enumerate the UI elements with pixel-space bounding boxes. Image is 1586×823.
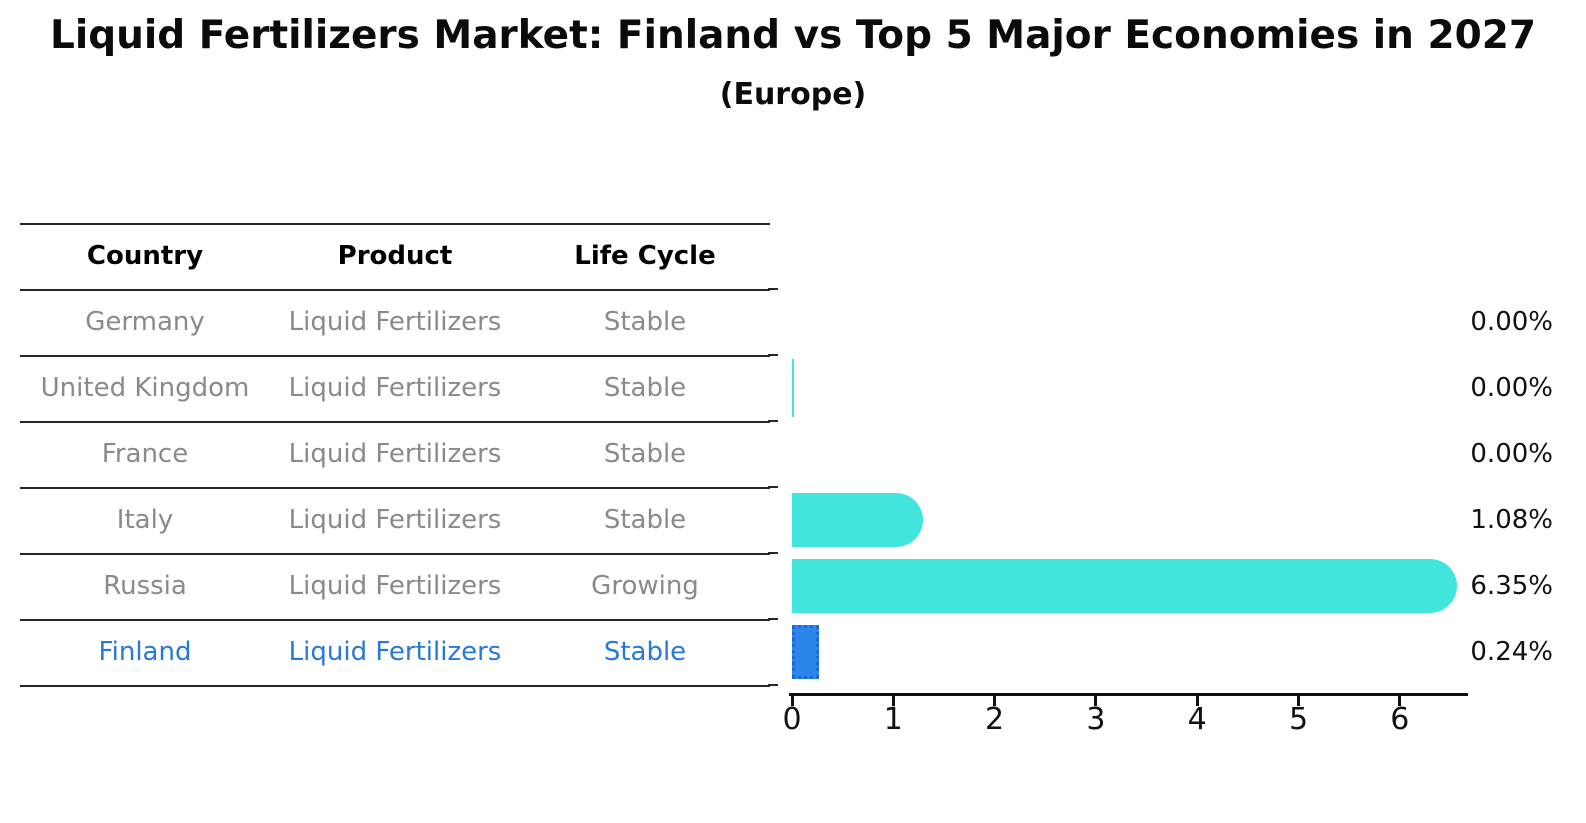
table-rule (20, 421, 770, 423)
bar-italy (792, 493, 923, 547)
table-rule (20, 289, 770, 291)
table-rule (20, 553, 770, 555)
x-axis-tick-label: 0 (782, 702, 802, 737)
table-cell-life_cycle: Stable (603, 307, 687, 337)
x-axis-tick (891, 695, 895, 706)
x-axis-tick-label: 3 (1086, 702, 1106, 737)
value-label-united-kingdom: 0.00% (1470, 373, 1553, 403)
table-cell-product: Liquid Fertilizers (288, 373, 502, 403)
x-axis-tick-label: 4 (1187, 702, 1207, 737)
x-axis-tick (1297, 695, 1300, 706)
y-axis-minor-tick (768, 354, 778, 356)
table-rule (20, 685, 770, 687)
x-axis-tick (993, 695, 997, 706)
table-cell-product: Liquid Fertilizers (288, 505, 502, 535)
table-rule (20, 355, 770, 357)
table-cell-country: Italy (116, 505, 174, 535)
table-rule (20, 619, 770, 621)
table-cell-life_cycle: Stable (603, 373, 687, 403)
chart-subtitle: (Europe) (719, 77, 867, 112)
table-header-country: Country (86, 241, 204, 271)
x-axis-tick (1195, 695, 1199, 706)
table-header-product: Product (337, 241, 453, 271)
table-cell-country: Finland (98, 637, 192, 667)
table-header-life-cycle: Life Cycle (574, 241, 716, 271)
y-axis-minor-tick (768, 288, 778, 290)
value-label-italy: 1.08% (1470, 505, 1553, 535)
value-label-finland: 0.24% (1470, 637, 1553, 667)
table-cell-life_cycle: Stable (603, 439, 687, 469)
x-axis-tick-label: 2 (985, 702, 1005, 737)
table-cell-country: United Kingdom (40, 373, 250, 403)
value-label-russia: 6.35% (1470, 571, 1553, 601)
table-cell-life_cycle: Stable (603, 637, 687, 667)
y-axis-minor-tick (768, 420, 778, 422)
table-cell-product: Liquid Fertilizers (288, 439, 502, 469)
table-rule (20, 223, 770, 225)
table-cell-country: Russia (103, 571, 187, 601)
x-axis-tick (790, 695, 794, 706)
y-axis-minor-tick (768, 618, 778, 620)
y-axis-minor-tick (768, 684, 778, 686)
table-cell-life_cycle: Stable (603, 505, 687, 535)
x-axis-tick-label: 6 (1390, 702, 1410, 737)
table-cell-life_cycle: Growing (591, 571, 699, 601)
x-axis-tick-label: 1 (883, 702, 903, 737)
x-axis-tick (1398, 695, 1402, 706)
table-cell-country: France (101, 439, 189, 469)
table-cell-product: Liquid Fertilizers (288, 307, 502, 337)
table-cell-product: Liquid Fertilizers (288, 637, 502, 667)
x-axis-tick (1094, 695, 1098, 706)
bar-finland (792, 625, 819, 679)
bar-united-kingdom (792, 359, 794, 417)
value-label-france: 0.00% (1470, 439, 1553, 469)
table-cell-product: Liquid Fertilizers (288, 571, 502, 601)
y-axis-minor-tick (768, 486, 778, 488)
y-axis-minor-tick (768, 552, 778, 554)
value-label-germany: 0.00% (1470, 307, 1553, 337)
table-cell-country: Germany (85, 307, 205, 337)
table-rule (20, 487, 770, 489)
bar-russia (792, 559, 1457, 613)
x-axis-tick-label: 5 (1288, 702, 1309, 737)
chart-title: Liquid Fertilizers Market: Finland vs To… (49, 13, 1537, 58)
x-axis-line (789, 693, 1468, 696)
